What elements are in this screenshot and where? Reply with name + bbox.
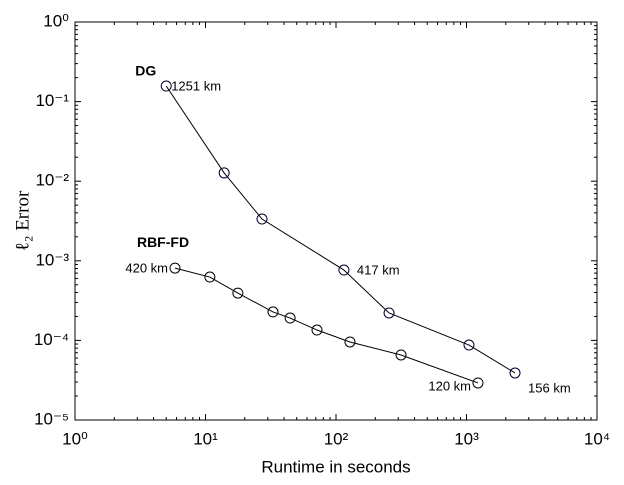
marker — [395, 349, 407, 361]
point-label: 420 km — [125, 261, 168, 276]
marker — [472, 377, 484, 389]
marker — [160, 80, 172, 92]
point-label: 120 km — [428, 378, 471, 393]
y-tick-label: 10⁰ — [43, 11, 69, 30]
marker — [232, 287, 244, 299]
point-label: 156 km — [528, 380, 571, 395]
marker — [267, 306, 279, 318]
x-tick-label: 10² — [324, 429, 349, 448]
series-line — [174, 267, 479, 384]
marker — [463, 339, 475, 351]
x-tick-label: 10⁴ — [584, 429, 610, 448]
marker — [169, 262, 181, 274]
marker — [509, 367, 521, 379]
marker — [311, 324, 323, 336]
series-line — [165, 85, 516, 374]
marker — [218, 167, 230, 179]
y-tick-label: 10⁻¹ — [35, 91, 69, 110]
marker — [204, 271, 216, 283]
y-axis-label: ℓ₂ Error — [12, 190, 33, 251]
plot-frame — [74, 21, 598, 421]
marker — [256, 213, 268, 225]
y-tick-label: 10⁻² — [35, 171, 69, 190]
x-tick-label: 10⁰ — [62, 429, 88, 448]
y-tick-label: 10⁻⁴ — [34, 330, 69, 349]
series-label: RBF-FD — [137, 234, 189, 250]
marker — [338, 264, 350, 276]
series-label: DG — [135, 63, 156, 79]
point-label: 417 km — [357, 262, 400, 277]
marker — [383, 307, 395, 319]
y-tick-label: 10⁻³ — [35, 250, 69, 269]
x-axis-label: Runtime in seconds — [261, 457, 410, 476]
marker — [284, 312, 296, 324]
point-label: 1251 km — [171, 78, 221, 93]
x-tick-label: 10¹ — [193, 429, 218, 448]
marker — [344, 336, 356, 348]
y-tick-label: 10⁻⁵ — [34, 409, 69, 428]
x-tick-label: 10³ — [454, 429, 479, 448]
